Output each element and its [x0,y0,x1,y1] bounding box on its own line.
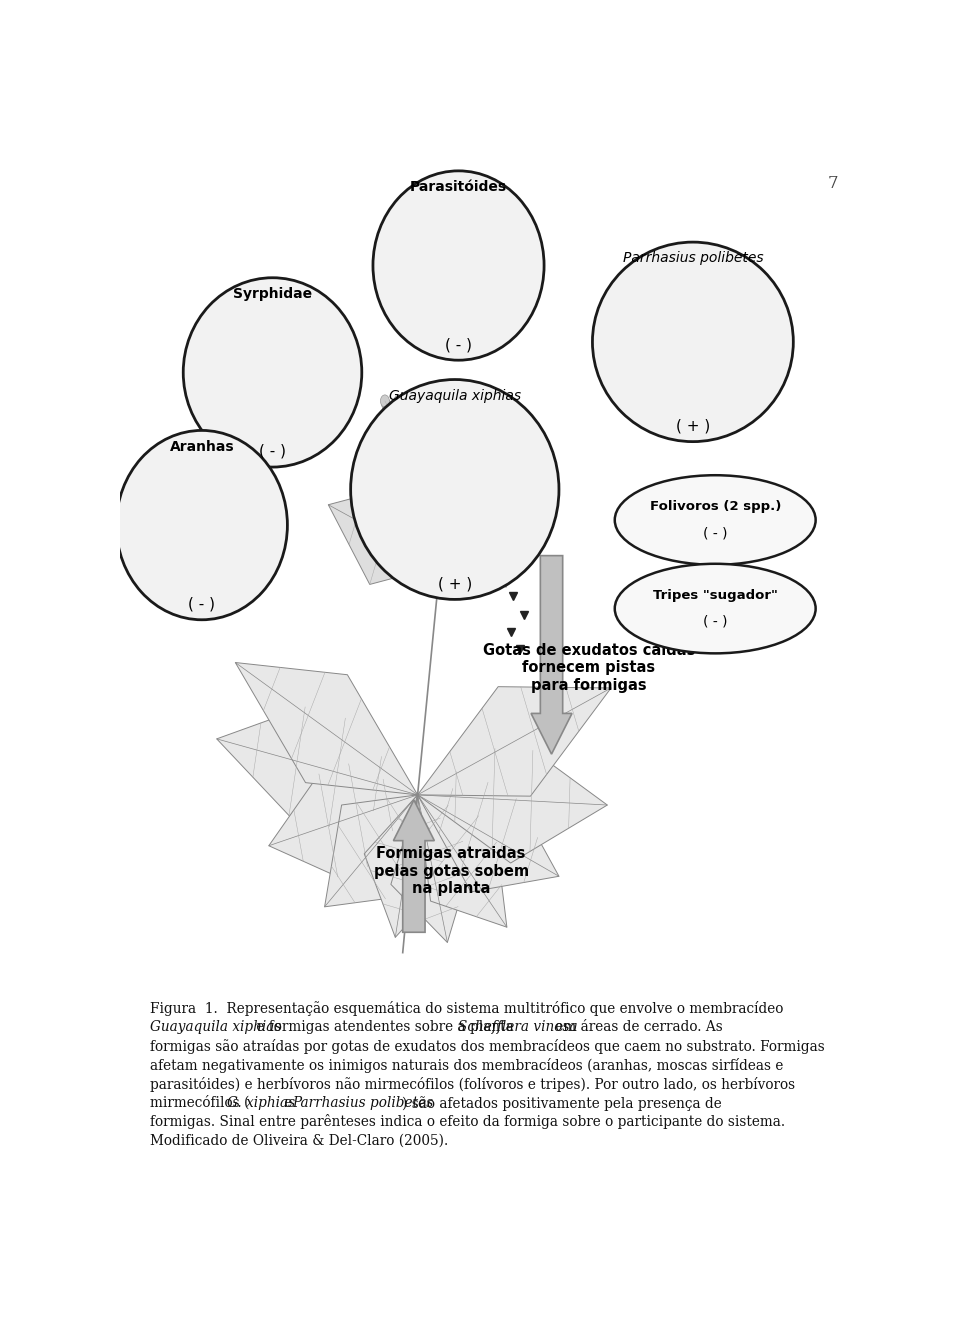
Polygon shape [418,736,608,863]
Ellipse shape [183,278,362,467]
FancyArrow shape [531,555,572,754]
Polygon shape [372,464,440,566]
FancyArrow shape [394,800,434,932]
Text: ( - ): ( - ) [188,596,215,612]
Polygon shape [391,795,474,943]
Circle shape [505,399,514,411]
Circle shape [474,398,483,410]
Text: e formigas atendentes sobre a planta: e formigas atendentes sobre a planta [252,1021,517,1034]
Polygon shape [418,779,559,892]
Text: Syrphidae: Syrphidae [233,287,312,301]
Circle shape [382,399,391,411]
Circle shape [387,424,396,436]
Polygon shape [324,795,418,907]
Circle shape [440,414,448,426]
Circle shape [421,402,430,414]
Ellipse shape [116,431,287,620]
Ellipse shape [372,171,544,360]
Polygon shape [440,489,544,587]
Ellipse shape [350,379,559,599]
Text: ( + ): ( + ) [676,419,710,434]
Circle shape [492,394,500,406]
Circle shape [426,397,436,408]
Text: Parasitóides: Parasitóides [410,180,507,194]
Text: Gotas de exudatos caídas
fornecem pistas
para formigas: Gotas de exudatos caídas fornecem pistas… [483,642,695,693]
Polygon shape [269,756,418,884]
Circle shape [407,408,416,420]
Circle shape [472,420,481,432]
Polygon shape [328,486,440,584]
Circle shape [394,395,402,407]
Polygon shape [403,448,477,566]
Polygon shape [418,795,507,927]
Text: ( - ): ( - ) [703,526,728,541]
Circle shape [391,416,399,430]
Circle shape [386,424,395,438]
Circle shape [443,405,451,416]
Text: parasitóides) e herbívoros não mirmecófilos (folívoros e tripes). Por outro lado: parasitóides) e herbívoros não mirmecófi… [150,1077,795,1092]
Text: Guayaquila xiphias: Guayaquila xiphias [389,389,521,403]
Polygon shape [217,699,418,834]
Polygon shape [440,464,507,566]
Text: 7: 7 [828,175,838,192]
Text: Figura  1.  Representação esquemática do sistema multitrófico que envolve o memb: Figura 1. Representação esquemática do s… [150,1002,783,1017]
Circle shape [500,414,509,427]
Circle shape [420,386,428,398]
Text: ( - ): ( - ) [259,444,286,459]
Text: ( + ): ( + ) [438,576,472,591]
Circle shape [428,401,438,414]
Circle shape [479,407,489,419]
Circle shape [402,426,411,438]
Text: Tripes "sugador": Tripes "sugador" [653,588,778,602]
Text: afetam negativamente os inimigos naturais dos membracídeos (aranhas, moscas sirf: afetam negativamente os inimigos naturai… [150,1058,783,1073]
Circle shape [402,405,411,416]
Circle shape [490,420,498,432]
Polygon shape [364,795,448,937]
Text: Folivoros (2 spp.): Folivoros (2 spp.) [650,500,780,513]
Text: formigas. Sinal entre parênteses indica o efeito da formiga sobre o participante: formigas. Sinal entre parênteses indica … [150,1114,785,1129]
Ellipse shape [614,475,816,564]
Circle shape [453,390,462,403]
Text: Parrhasius polibetes: Parrhasius polibetes [623,251,763,266]
Polygon shape [235,662,418,795]
Text: Aranhas: Aranhas [170,440,234,453]
Text: Modificado de Oliveira & Del-Claro (2005).: Modificado de Oliveira & Del-Claro (2005… [150,1133,448,1147]
Polygon shape [418,686,611,796]
Text: mirmecófilos (: mirmecófilos ( [150,1096,250,1110]
Text: Schefflera vinosa: Schefflera vinosa [458,1021,578,1034]
Circle shape [396,420,405,432]
Circle shape [470,415,480,428]
Circle shape [497,420,507,432]
Circle shape [428,416,437,428]
Ellipse shape [614,563,816,653]
Text: e: e [279,1096,297,1109]
Circle shape [419,387,427,399]
Ellipse shape [592,242,793,442]
Text: formigas são atraídas por gotas de exudatos dos membracídeos que caem no substra: formigas são atraídas por gotas de exuda… [150,1039,825,1054]
Circle shape [484,418,492,430]
Circle shape [411,423,420,435]
Text: em áreas de cerrado. As: em áreas de cerrado. As [550,1021,722,1034]
Circle shape [434,391,443,403]
Circle shape [471,391,481,403]
Circle shape [424,402,433,414]
Text: ( - ): ( - ) [703,615,728,629]
Text: ( - ): ( - ) [445,337,472,352]
Text: G. xiphias: G. xiphias [227,1096,295,1109]
Text: ) são afetados positivamente pela presença de: ) são afetados positivamente pela presen… [402,1096,722,1110]
Circle shape [391,411,400,423]
Text: Guayaquila xiphias: Guayaquila xiphias [150,1021,281,1034]
Circle shape [380,395,390,407]
Circle shape [439,419,447,431]
Text: Parrhasius polibetes: Parrhasius polibetes [293,1096,434,1109]
Text: Formigas atraidas
pelas gotas sobem
na planta: Formigas atraidas pelas gotas sobem na p… [373,846,529,896]
Circle shape [504,394,513,407]
